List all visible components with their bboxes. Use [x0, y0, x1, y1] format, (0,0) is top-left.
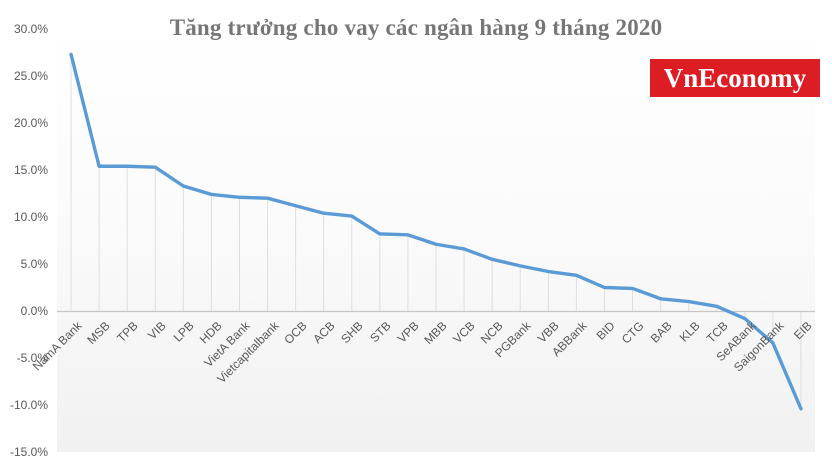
y-axis-tick-label: 0.0%: [20, 304, 48, 318]
y-axis-tick-label: 20.0%: [13, 116, 48, 130]
y-axis-tick-label: -10.0%: [9, 398, 48, 412]
y-axis-tick-label: 5.0%: [20, 257, 48, 271]
vneconomy-logo-text: VnEconomy: [663, 62, 807, 93]
loan-growth-series-line: [69, 52, 803, 411]
chart-title: Tăng trưởng cho vay các ngân hàng 9 thán…: [169, 15, 663, 40]
y-axis-tick-label: -5.0%: [16, 351, 48, 365]
y-axis-tick-label: 30.0%: [13, 22, 48, 36]
y-axis-tick-label: 25.0%: [13, 69, 48, 83]
vneconomy-logo: VnEconomy: [650, 59, 820, 97]
y-axis-tick-label: -15.0%: [9, 445, 48, 459]
y-axis-tick-label: 15.0%: [13, 163, 48, 177]
y-axis-tick-label: 10.0%: [13, 210, 48, 224]
